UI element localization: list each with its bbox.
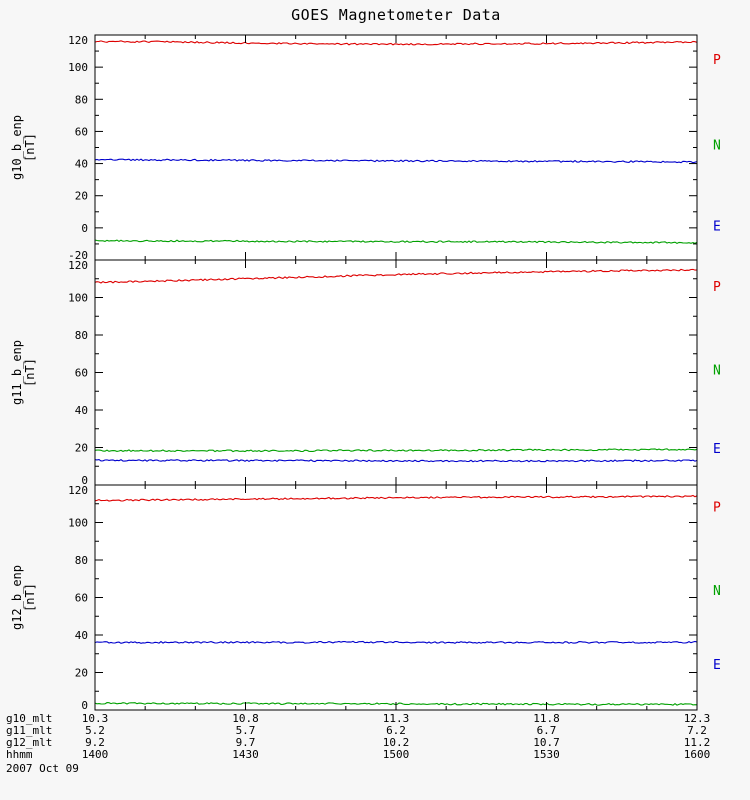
y-tick-label: 40	[75, 629, 88, 642]
y-tick-label: 100	[68, 292, 88, 305]
y-tick-label: 120	[68, 484, 88, 497]
bottom-row-value-g10_mlt-2: 11.3	[383, 712, 410, 725]
trace-g10_b_enp-N	[94, 158, 698, 164]
bottom-row-value-g11_mlt-2: 6.2	[386, 724, 406, 737]
y-tick-label: 60	[75, 592, 88, 605]
bottom-row-value-hhmm-4: 1600	[684, 748, 711, 761]
panel-g12_b_enp: 0 20 40 60 80 100 120 g12_b_enp [nT] P N E	[10, 484, 721, 712]
bottom-row-value-g12_mlt-0: 9.2	[85, 736, 105, 749]
panel-g11_b_enp: 0 20 40 60 80 100 120 g11_b_enp [nT] P N E	[10, 259, 721, 487]
y-axis-unit: [nT]	[23, 133, 37, 162]
y-tick-label: 80	[75, 554, 88, 567]
bottom-row-label-g10_mlt: g10_mlt	[6, 712, 52, 725]
trace-g11_b_enp-P	[94, 268, 698, 284]
bottom-row-value-g12_mlt-3: 10.7	[533, 736, 560, 749]
panel-background	[95, 35, 697, 260]
trace-g12_b_enp-N	[94, 640, 698, 644]
bottom-row-value-hhmm-1: 1430	[232, 748, 259, 761]
y-tick-label: 120	[68, 34, 88, 47]
y-tick-label: 60	[75, 125, 88, 138]
bottom-row-value-g12_mlt-1: 9.7	[236, 736, 256, 749]
bottom-row-value-g12_mlt-2: 10.2	[383, 736, 410, 749]
y-tick-label: 80	[75, 329, 88, 342]
bottom-row-value-g10_mlt-4: 12.3	[684, 712, 711, 725]
y-axis-unit: [nT]	[23, 358, 37, 387]
y-axis-label: g11_b_enp	[10, 340, 24, 405]
y-tick-label: 40	[75, 404, 88, 417]
bottom-row-label-g11_mlt: g11_mlt	[6, 724, 52, 737]
y-tick-label: 0	[81, 222, 88, 235]
y-axis-label: g10_b_enp	[10, 115, 24, 180]
panel-background	[95, 260, 697, 485]
y-axis-label: g12_b_enp	[10, 565, 24, 630]
bottom-row-value-hhmm-3: 1530	[533, 748, 560, 761]
y-tick-label: 20	[75, 667, 88, 680]
bottom-row-value-g11_mlt-4: 7.2	[687, 724, 707, 737]
series-label-N: N	[713, 138, 721, 153]
trace-g10_b_enp-P	[94, 40, 698, 46]
bottom-row-label-hhmm: hhmm	[6, 748, 33, 761]
y-tick-label: 0	[81, 699, 88, 712]
series-label-E: E	[713, 658, 721, 673]
bottom-row-value-g10_mlt-3: 11.8	[533, 712, 560, 725]
series-label-P: P	[713, 501, 721, 516]
chart-title: GOES Magnetometer Data	[291, 6, 501, 24]
series-label-P: P	[713, 53, 721, 68]
series-label-E: E	[713, 219, 721, 234]
bottom-row-value-g11_mlt-0: 5.2	[85, 724, 105, 737]
y-tick-label: 100	[68, 61, 88, 74]
panel-background	[95, 485, 697, 710]
y-tick-label: 40	[75, 158, 88, 171]
series-label-P: P	[713, 280, 721, 295]
bottom-row-value-g12_mlt-4: 11.2	[684, 736, 711, 749]
y-tick-label: 120	[68, 259, 88, 272]
bottom-row-label-g12_mlt: g12_mlt	[6, 736, 52, 749]
bottom-row-value-g11_mlt-1: 5.7	[236, 724, 256, 737]
bottom-row-value-hhmm-2: 1500	[383, 748, 410, 761]
y-tick-label: 80	[75, 93, 88, 106]
panel-g10_b_enp: -20 0 20 40 60 80 100 120 g10_b_enp [nT] P N E	[10, 34, 721, 262]
series-label-N: N	[713, 363, 721, 378]
y-tick-label: -20	[68, 249, 88, 262]
bottom-row-value-g10_mlt-0: 10.3	[82, 712, 109, 725]
trace-g11_b_enp-N	[94, 459, 698, 463]
trace-g10_b_enp-E	[94, 239, 698, 245]
bottom-row-value-hhmm-0: 1400	[82, 748, 109, 761]
y-tick-label: 0	[81, 474, 88, 487]
y-tick-label: 20	[75, 190, 88, 203]
series-label-E: E	[713, 442, 721, 457]
trace-g12_b_enp-P	[94, 494, 698, 502]
y-tick-label: 20	[75, 442, 88, 455]
y-axis-unit: [nT]	[23, 583, 37, 612]
y-tick-label: 100	[68, 517, 88, 530]
bottom-row-value-g10_mlt-1: 10.8	[232, 712, 259, 725]
y-tick-label: 60	[75, 367, 88, 380]
bottom-row-value-g11_mlt-3: 6.7	[537, 724, 557, 737]
trace-g11_b_enp-E	[94, 448, 698, 453]
series-label-N: N	[713, 584, 721, 599]
date-label: 2007 Oct 09	[6, 762, 79, 775]
